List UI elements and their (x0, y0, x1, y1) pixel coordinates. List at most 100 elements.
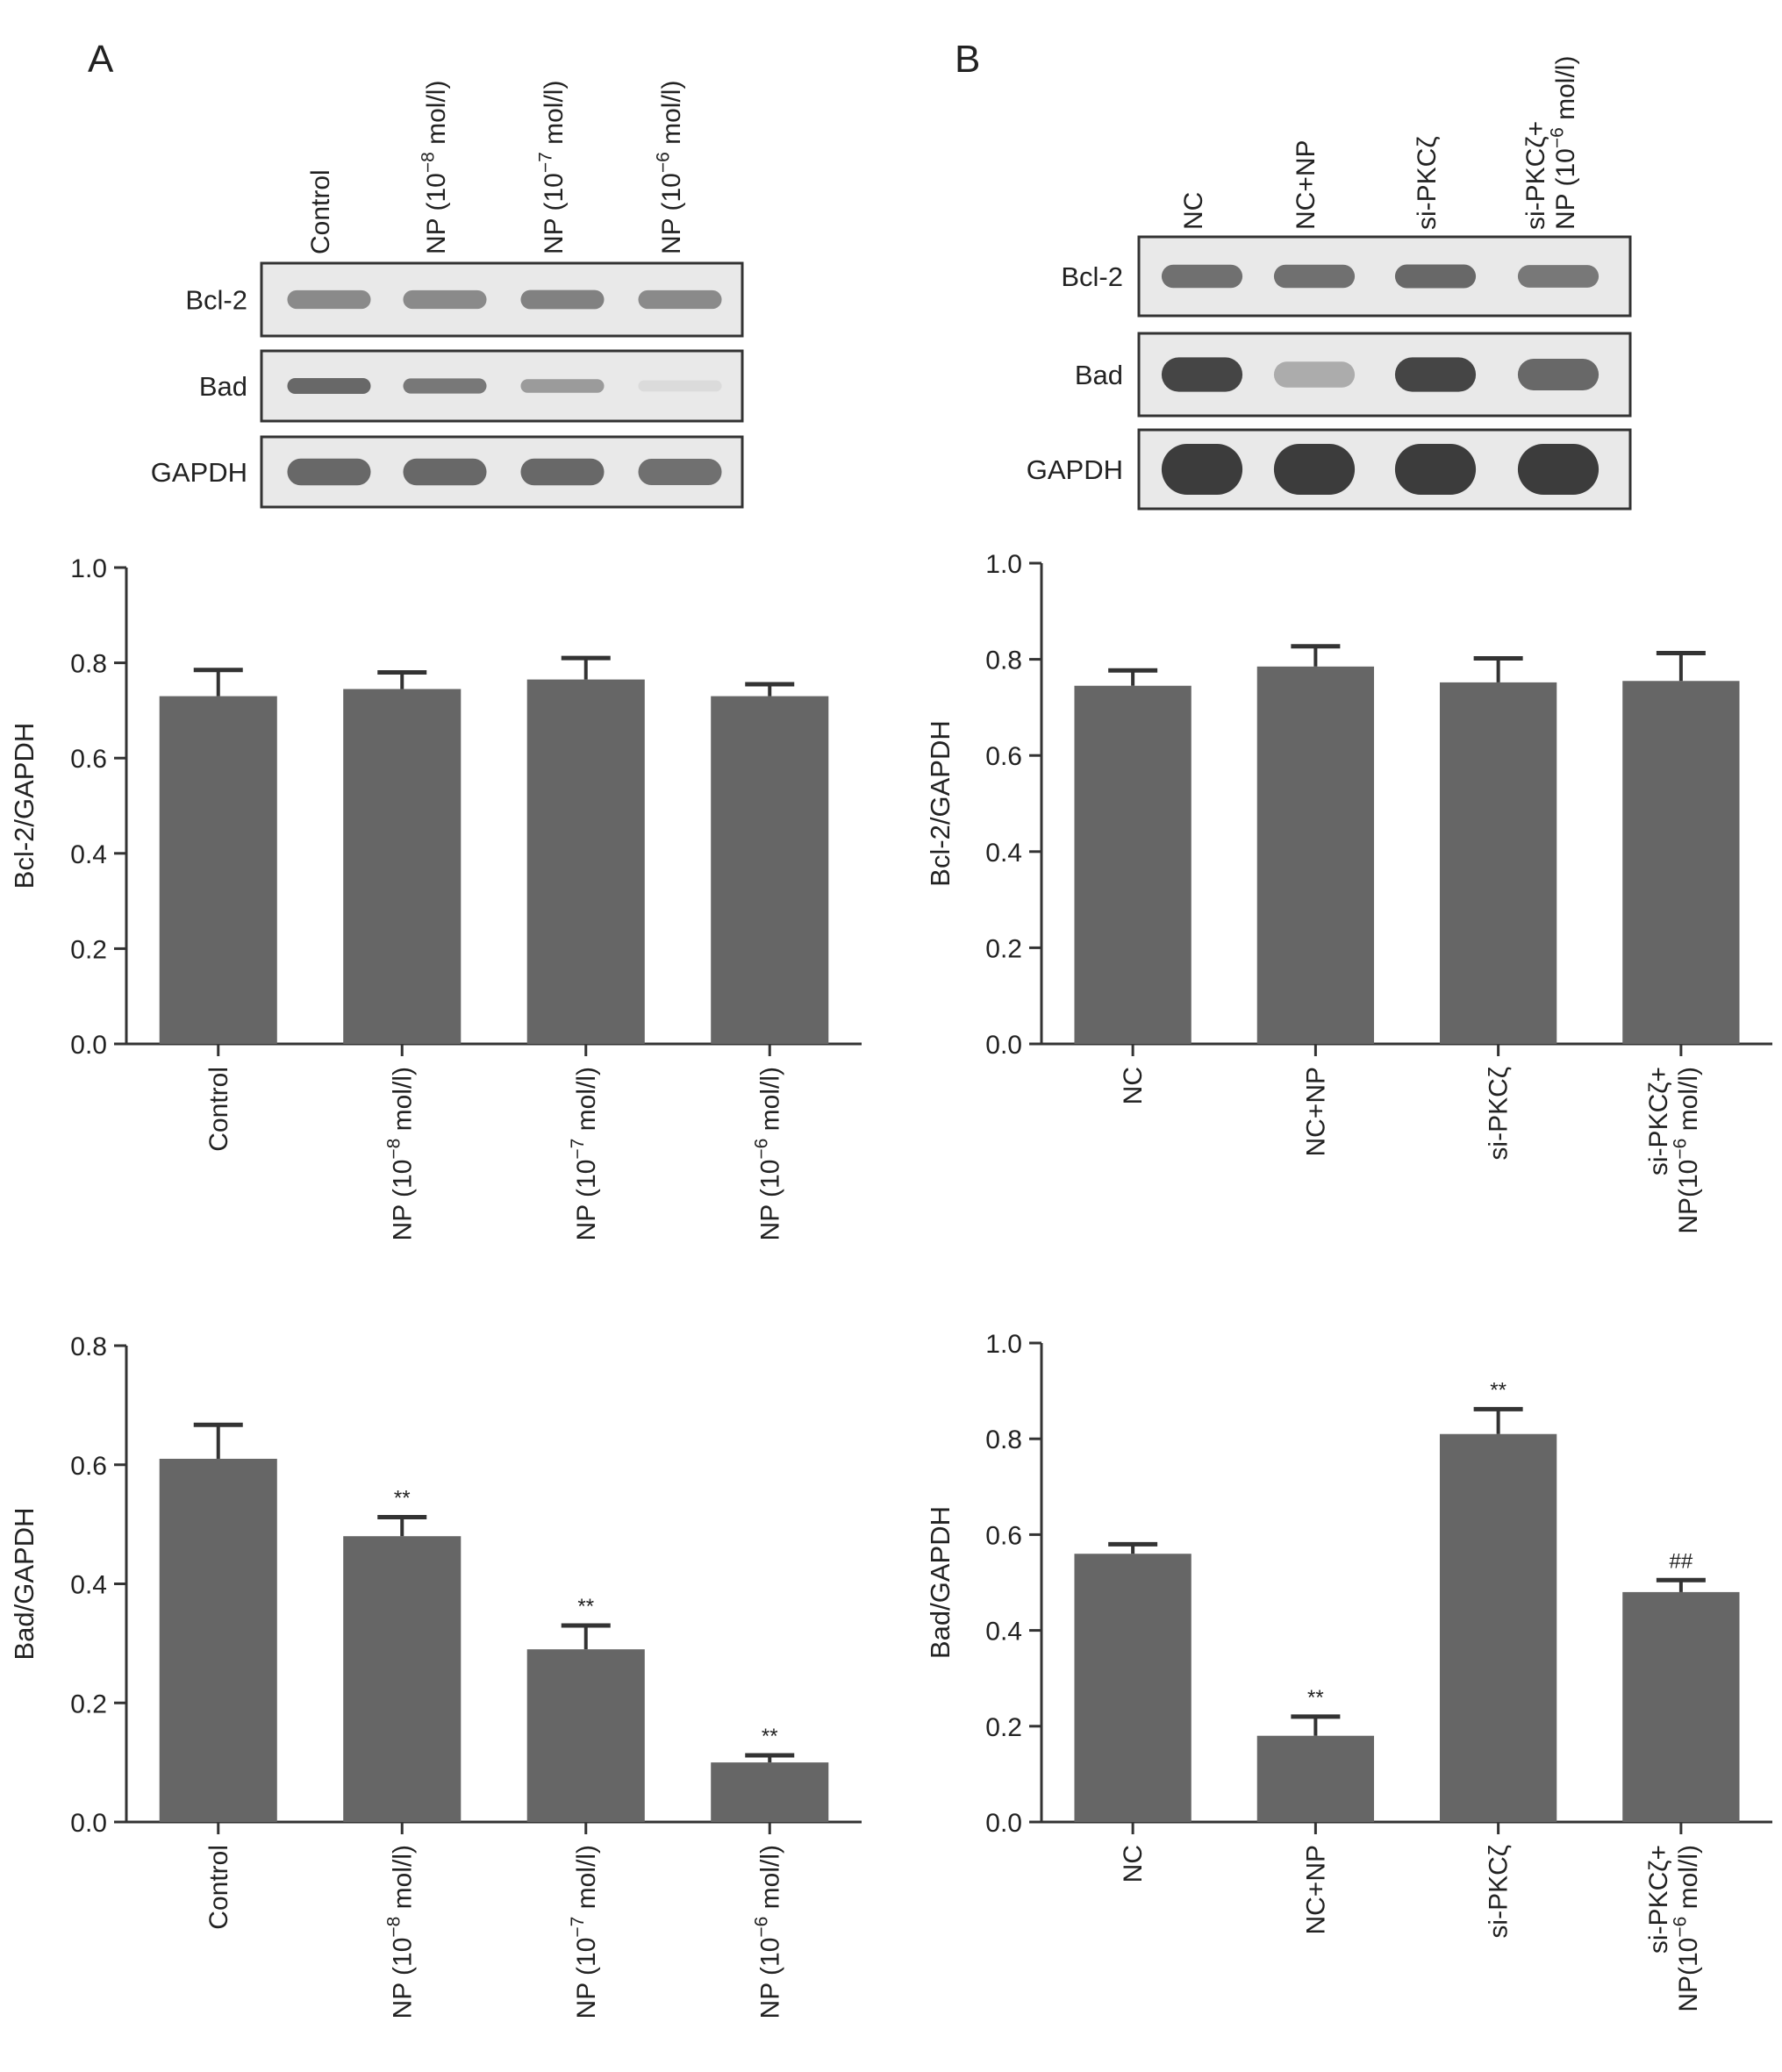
x-tick-label: NP (10−6 mol/l) (752, 1845, 785, 2018)
blot-row-label: GAPDH (151, 457, 247, 488)
bar (159, 696, 277, 1044)
y-axis-label: Bcl-2/GAPDH (9, 723, 39, 889)
blot-band (1517, 359, 1600, 390)
blot-band (1161, 444, 1243, 495)
x-tick-label: NP (10−8 mol/l) (384, 1067, 418, 1240)
blot-band (1273, 264, 1356, 289)
significance-label: ** (1307, 1686, 1324, 1710)
y-tick-label: 0.0 (985, 1031, 1022, 1060)
blot-band (403, 458, 487, 486)
blot-band (287, 458, 371, 486)
y-tick-label: 0.8 (985, 647, 1022, 675)
blot-row-bcl-2: Bcl-2 (185, 261, 744, 338)
x-tick-label: Control (204, 1067, 233, 1152)
y-tick-label: 1.0 (985, 1330, 1022, 1359)
y-tick-label: 0.8 (70, 1333, 107, 1361)
y-tick-label: 0.4 (70, 1571, 107, 1600)
blot-row-label: Bad (199, 371, 247, 402)
y-axis-label: Bad/GAPDH (9, 1507, 39, 1660)
y-tick-label: 0.4 (70, 840, 107, 869)
blot-band (403, 378, 487, 394)
significance-label: ## (1670, 1549, 1693, 1573)
blot-band (1517, 444, 1600, 495)
blot-band (403, 289, 487, 310)
y-tick-label: 0.2 (70, 935, 107, 964)
blot-band (287, 289, 371, 310)
panel-letter-B: B (955, 38, 980, 81)
blot-band (1517, 265, 1600, 288)
y-axis-label: Bad/GAPDH (925, 1506, 955, 1659)
blot-band (520, 458, 605, 486)
bar (1622, 1591, 1740, 1822)
y-tick-label: 0.6 (70, 745, 107, 774)
x-tick-label: NP (10−6 mol/l) (752, 1067, 785, 1240)
x-tick-label: Control (204, 1845, 233, 1930)
blot-band (1161, 264, 1243, 289)
blot-row-label: GAPDH (1027, 454, 1123, 485)
bar-chart-3: 0.0 0.2 0.4 0.6 0.8 Bad/GAPDH Control ** NP (10−… (9, 1333, 862, 2018)
blot-band (1161, 357, 1243, 392)
x-tick-label: NC+NP (1301, 1067, 1330, 1157)
y-tick-label: 0.6 (985, 1521, 1022, 1550)
blot-band (520, 289, 605, 310)
y-tick-label: 0.2 (985, 1713, 1022, 1742)
x-tick-label: NP (10−7 mol/l) (568, 1845, 601, 2018)
y-tick-label: 0.0 (985, 1809, 1022, 1838)
y-tick-label: 0.2 (985, 934, 1022, 963)
y-tick-label: 0.4 (985, 1618, 1022, 1647)
blot-band (1273, 444, 1356, 495)
bar (1256, 1735, 1375, 1822)
lane-label: NP (10−8 mol/l) (418, 81, 451, 254)
y-axis-label: Bcl-2/GAPDH (925, 720, 955, 886)
bar (711, 1762, 829, 1822)
blot-row-bad: Bad (1075, 332, 1632, 418)
significance-label: ** (577, 1595, 594, 1618)
significance-label: ** (394, 1486, 411, 1510)
bar (1074, 1554, 1192, 1822)
bar (1622, 681, 1740, 1044)
blot-row-label: Bad (1075, 360, 1123, 390)
y-tick-label: 0.8 (985, 1425, 1022, 1454)
significance-label: ** (762, 1725, 778, 1748)
blot-band (638, 459, 722, 485)
blot-band (1394, 264, 1477, 289)
x-tick-label: si-PKCζ+NP(10−6 mol/l) (1644, 1067, 1703, 1234)
y-tick-label: 1.0 (70, 554, 107, 583)
lane-label: si-PKCζ (1413, 136, 1442, 230)
y-tick-label: 0.0 (70, 1809, 107, 1838)
lane-label: Control (306, 169, 335, 254)
bar (343, 1536, 462, 1822)
bar (526, 1649, 645, 1822)
x-tick-label: NP (10−8 mol/l) (384, 1845, 418, 2018)
bar (1439, 1433, 1557, 1822)
blot-band (1394, 444, 1477, 495)
y-tick-label: 0.4 (985, 839, 1022, 868)
bar-chart-2: 0.0 0.2 0.4 0.6 0.8 1.0 Bcl-2/GAPDH NC NC+NP si-P… (925, 550, 1772, 1234)
y-tick-label: 0.0 (70, 1031, 107, 1060)
bar-chart-1: 0.0 0.2 0.4 0.6 0.8 1.0 Bcl-2/GAPDH Control NP (… (9, 554, 862, 1240)
bar (343, 689, 462, 1044)
x-tick-label: si-PKCζ (1485, 1067, 1514, 1161)
lane-label: NP (10−7 mol/l) (535, 81, 569, 254)
blot-band (520, 379, 605, 393)
bar (159, 1458, 277, 1822)
blot-band (1273, 361, 1356, 388)
y-tick-label: 1.0 (985, 550, 1022, 579)
bar (1256, 666, 1375, 1044)
blot-band (287, 378, 371, 394)
bar (1439, 682, 1557, 1044)
x-tick-label: NC (1119, 1067, 1148, 1104)
blot-row-bad: Bad (199, 349, 744, 423)
blot-row-gapdh: GAPDH (151, 435, 744, 509)
significance-label: ** (1490, 1378, 1506, 1402)
bar-chart-4: 0.0 0.2 0.4 0.6 0.8 1.0 Bad/GAPDH NC ** NC+NP ** si… (925, 1330, 1772, 2012)
bar (526, 679, 645, 1044)
lane-label: si-PKCζ+NP (10−6 mol/l) (1521, 56, 1580, 230)
y-tick-label: 0.8 (70, 650, 107, 679)
x-tick-label: si-PKCζ+NP(10−6 mol/l) (1644, 1845, 1703, 2012)
x-tick-label: NP (10−7 mol/l) (568, 1067, 601, 1240)
x-tick-label: si-PKCζ (1485, 1845, 1514, 1939)
blot-band (1394, 357, 1477, 392)
y-tick-label: 0.6 (70, 1452, 107, 1481)
